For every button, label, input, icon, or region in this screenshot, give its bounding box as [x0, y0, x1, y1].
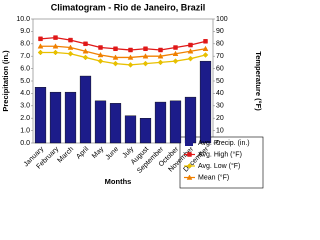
marker	[52, 49, 59, 56]
y-tick-label: 1.0	[20, 127, 30, 134]
legend-marker	[186, 174, 193, 180]
bar	[64, 91, 77, 144]
x-axis-title: Months	[105, 177, 132, 186]
y2-tick-label: 90	[216, 28, 224, 35]
marker	[67, 50, 74, 57]
marker	[53, 35, 58, 40]
marker	[202, 52, 209, 58]
marker	[113, 46, 118, 52]
y2-tick-label: 50	[216, 78, 224, 85]
bar	[49, 91, 62, 144]
legend-marker	[186, 163, 193, 169]
y2-tick-label: 20	[216, 115, 224, 122]
chart-title: Climatogram - Rio de Janeiro, Brazil	[51, 2, 206, 12]
marker	[68, 37, 73, 43]
legend-marker	[187, 152, 192, 157]
legend	[179, 136, 264, 189]
x-tick-label: May	[91, 145, 106, 160]
marker	[67, 44, 74, 50]
marker	[127, 62, 134, 68]
marker	[172, 58, 179, 65]
bar	[79, 75, 92, 144]
bar	[139, 117, 152, 144]
marker	[38, 36, 43, 42]
marker	[142, 60, 149, 67]
bar	[199, 60, 212, 144]
bar	[34, 86, 47, 144]
bar	[94, 100, 107, 144]
y2-tick-label: 60	[216, 65, 224, 72]
marker	[203, 39, 208, 44]
line	[40, 36, 206, 51]
line	[40, 45, 206, 59]
legend-label: Avg. Precip. (in.)	[198, 140, 250, 147]
marker	[82, 48, 89, 54]
legend-swatch	[185, 140, 193, 146]
marker	[83, 41, 88, 47]
bar	[184, 96, 197, 144]
marker	[187, 48, 194, 54]
bar	[124, 115, 137, 144]
y2-axis-title: Temperature (°F)	[254, 51, 263, 111]
legend-label: Avg. High (°F)	[198, 150, 242, 158]
y-tick-label: 6.0	[20, 65, 30, 72]
marker	[98, 45, 103, 50]
plot-area	[32, 18, 214, 144]
marker	[37, 43, 44, 49]
y2-tick-label: 0	[216, 140, 220, 147]
y-tick-label: 0.0	[20, 140, 30, 147]
legend-label: Mean (°F)	[198, 173, 229, 181]
legend-label: Avg. Low (°F)	[198, 162, 240, 170]
y2-tick-label: 80	[216, 41, 224, 48]
y2-tick-label: 40	[216, 90, 224, 97]
chart: Climatogram - Rio de Janeiro, Brazil Pre…	[1, 2, 264, 189]
marker	[188, 42, 193, 48]
marker	[97, 51, 104, 58]
marker	[173, 45, 178, 50]
marker	[112, 54, 119, 60]
bar	[169, 100, 182, 144]
y-tick-label: 7.0	[20, 53, 30, 60]
y-tick-label: 3.0	[20, 103, 30, 110]
x-tick-label: June	[105, 146, 121, 162]
y-tick-label: 10.0	[16, 16, 30, 23]
x-tick-label: April	[75, 145, 90, 160]
y2-tick-label: 70	[216, 53, 224, 60]
y2-tick-label: 10	[216, 127, 224, 134]
marker	[127, 54, 134, 60]
marker	[37, 49, 44, 56]
marker	[143, 46, 148, 52]
marker	[52, 43, 59, 49]
marker	[112, 60, 119, 67]
y-tick-label: 5.0	[20, 78, 30, 85]
marker	[97, 58, 104, 65]
y2-tick-label: 30	[216, 103, 224, 110]
bar	[109, 103, 122, 144]
y-tick-label: 2.0	[20, 115, 30, 122]
marker	[172, 50, 179, 56]
y-axis-title: Precipitation (in.)	[1, 50, 10, 112]
marker	[142, 53, 149, 59]
marker	[157, 59, 164, 66]
marker	[202, 45, 209, 52]
marker	[187, 55, 194, 62]
marker	[82, 54, 89, 61]
y-tick-label: 8.0	[20, 41, 30, 48]
bar	[154, 101, 167, 144]
marker	[158, 47, 163, 53]
marker	[128, 47, 133, 53]
y-tick-label: 9.0	[20, 28, 30, 35]
marker	[157, 53, 164, 59]
x-tick-label: March	[57, 146, 76, 165]
y-tick-label: 4.0	[20, 90, 30, 97]
y2-tick-label: 100	[216, 16, 228, 23]
